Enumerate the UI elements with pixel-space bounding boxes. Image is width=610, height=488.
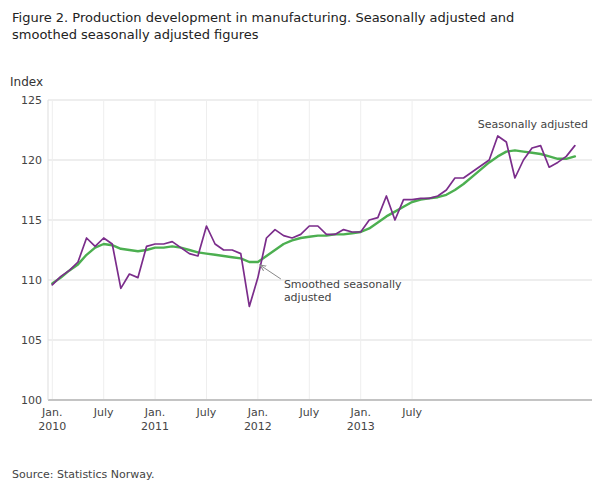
text-line: July [196,406,217,419]
grid-line [206,100,207,400]
grid-line [257,100,258,400]
x-tick-label: Jan.2010 [38,406,66,433]
text-line: 2013 [347,420,375,433]
chart: Figure 2. Production development in manu… [0,0,610,488]
x-tick-label: July [196,406,217,419]
text-line: Jan. [349,406,370,419]
y-tick-label: 125 [21,94,42,107]
text-line: 2012 [244,420,272,433]
text-line: July [298,406,319,419]
text-line: Figure 2. Production development in manu… [12,10,514,25]
series-label: Seasonally adjusted [478,118,588,131]
y-tick-label: 120 [21,154,42,167]
x-tick-label: July [298,406,319,419]
y-tick-label: 105 [21,334,42,347]
text-line: Seasonally adjusted [478,118,588,131]
grid-line [412,100,413,400]
grid-line [48,220,592,221]
text-line: adjusted [284,291,332,304]
annotation-arrow [260,265,281,279]
title: Figure 2. Production development in manu… [12,10,514,42]
grid-line [48,100,592,101]
plot-area [52,136,575,306]
series-line [52,150,575,283]
series-line [52,136,575,306]
x-tick-label: Jan.2011 [141,406,169,433]
y-axis [48,100,49,400]
x-tick-label: Jan.2013 [347,406,375,433]
text-line: 2011 [141,420,169,433]
text-line: Jan. [41,406,62,419]
text-line: smoothed seasonally adjusted figures [12,27,259,42]
y-tick-label: 100 [21,394,42,407]
text-line: Jan. [247,406,268,419]
text-line: Jan. [144,406,165,419]
source: Source: Statistics Norway. [12,468,154,481]
x-tick-label: July [93,406,114,419]
text-line: Smoothed seasonally [284,278,402,291]
grid-line [103,100,104,400]
x-tick-label: Jan.2012 [244,406,272,433]
grid [48,100,592,400]
x-axis [48,400,592,401]
y-label: Index [10,75,43,89]
grid-line [360,100,361,400]
text-line: July [401,406,422,419]
text-line: July [93,406,114,419]
series-label: Smoothed seasonallyadjusted [284,278,402,304]
text-line: 2010 [38,420,66,433]
grid-line [309,100,310,400]
y-tick-label: 115 [21,214,42,227]
grid-line [52,100,53,400]
grid-line [48,340,592,341]
grid-line [48,400,592,401]
grid-line [155,100,156,400]
x-tick-label: July [401,406,422,419]
y-tick-label: 110 [21,274,42,287]
